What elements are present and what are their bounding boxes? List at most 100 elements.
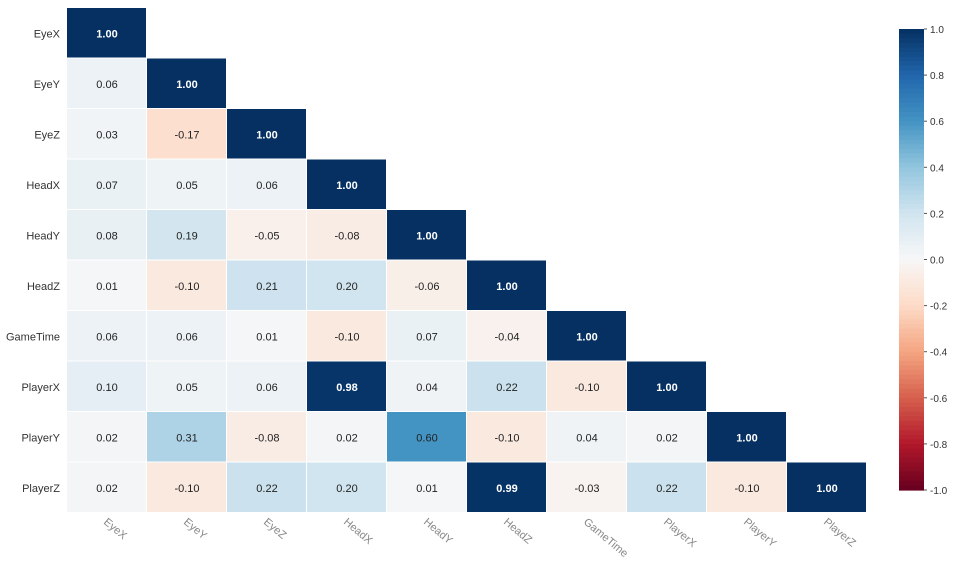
colorbar-segment <box>899 65 924 72</box>
y-label-HeadY: HeadY <box>26 230 60 242</box>
colorbar-segment <box>899 135 924 141</box>
colorbar-segment <box>899 264 924 270</box>
colorbar-segment <box>899 38 924 44</box>
colorbar-segment <box>899 310 924 316</box>
colorbar-segment <box>899 42 924 49</box>
cell-HeadY-EyeZ <box>227 210 306 260</box>
cell-HeadX-EyeZ <box>227 159 306 209</box>
colorbar-segment <box>899 70 924 76</box>
colorbar-segment <box>899 466 924 473</box>
cell-value-PlayerX-HeadZ: 0.22 <box>496 382 517 394</box>
cell-HeadZ-EyeZ <box>227 260 306 310</box>
colorbar-segment <box>899 116 924 122</box>
cell-PlayerZ-GameTime <box>547 462 626 512</box>
colorbar-segment <box>899 448 924 454</box>
colorbar-segment <box>899 93 924 99</box>
cell-value-PlayerZ-EyeY: -0.10 <box>174 483 199 495</box>
colorbar-segment <box>899 158 924 164</box>
cell-value-PlayerZ-EyeX: 0.02 <box>96 483 117 495</box>
cell-EyeZ-EyeY <box>147 109 226 159</box>
y-label-PlayerY: PlayerY <box>21 432 60 444</box>
colorbar-tick-label: 1.0 <box>930 25 944 36</box>
colorbar-segment <box>899 296 924 302</box>
colorbar-segment <box>899 430 924 436</box>
colorbar-segment <box>899 383 924 390</box>
cell-value-PlayerY-PlayerX: 0.02 <box>656 432 677 444</box>
cell-PlayerZ-PlayerY <box>707 462 786 512</box>
cell-GameTime-EyeY <box>147 311 226 361</box>
cell-HeadX-HeadX <box>307 159 386 209</box>
colorbar-segment <box>899 88 924 95</box>
colorbar-segment <box>899 287 924 293</box>
colorbar-segment <box>899 241 924 247</box>
colorbar-segment <box>899 144 924 150</box>
colorbar-segment <box>899 342 924 348</box>
cell-HeadX-EyeY <box>147 159 226 209</box>
cell-PlayerY-EyeY <box>147 412 226 462</box>
colorbar-segment <box>899 176 924 182</box>
x-label-PlayerY: PlayerY <box>741 516 779 550</box>
colorbar-segment <box>899 347 924 353</box>
colorbar-segment <box>899 33 924 39</box>
colorbar-segment <box>899 457 924 463</box>
cell-PlayerZ-HeadZ <box>467 462 546 512</box>
colorbar-segment <box>899 162 924 168</box>
cell-GameTime-EyeX <box>67 311 146 361</box>
cell-EyeX-EyeX <box>67 8 146 58</box>
colorbar-segment <box>899 434 924 440</box>
colorbar-segment <box>899 420 924 427</box>
y-label-PlayerX: PlayerX <box>21 382 60 394</box>
colorbar-segment <box>899 208 924 214</box>
colorbar-segment <box>899 47 924 53</box>
cell-PlayerX-HeadY <box>387 361 466 411</box>
colorbar-segment <box>899 388 924 394</box>
cell-value-HeadY-EyeZ: -0.05 <box>254 230 279 242</box>
cell-value-PlayerZ-EyeZ: 0.22 <box>256 483 277 495</box>
colorbar-segment <box>899 476 924 482</box>
colorbar-segment <box>899 374 924 380</box>
colorbar-segment <box>899 148 924 155</box>
colorbar-segment <box>899 245 924 251</box>
cell-value-PlayerY-HeadX: 0.02 <box>336 432 357 444</box>
cell-EyeZ-EyeZ <box>227 109 306 159</box>
x-label-GameTime: GameTime <box>581 516 630 560</box>
cell-value-HeadX-EyeX: 0.07 <box>96 180 117 192</box>
colorbar-segment <box>899 328 924 334</box>
cell-EyeY-EyeX <box>67 58 146 108</box>
colorbar-segment <box>899 324 924 330</box>
x-label-PlayerX: PlayerX <box>661 516 699 550</box>
cell-value-GameTime-HeadZ: -0.04 <box>494 331 519 343</box>
cell-value-HeadZ-EyeZ: 0.21 <box>256 281 277 293</box>
cell-value-PlayerY-GameTime: 0.04 <box>576 432 597 444</box>
cell-PlayerZ-EyeX <box>67 462 146 512</box>
cell-value-EyeZ-EyeY: -0.17 <box>174 129 199 141</box>
cell-PlayerX-EyeZ <box>227 361 306 411</box>
cell-value-PlayerX-HeadY: 0.04 <box>416 382 437 394</box>
colorbar-segment <box>899 259 924 265</box>
cell-PlayerZ-EyeZ <box>227 462 306 512</box>
cell-HeadZ-EyeY <box>147 260 226 310</box>
colorbar-segment <box>899 333 924 339</box>
cell-value-PlayerX-EyeY: 0.05 <box>176 382 197 394</box>
colorbar-tick-label: -0.2 <box>930 302 948 313</box>
colorbar-tick-label: -0.8 <box>930 440 948 451</box>
cell-value-HeadZ-EyeY: -0.10 <box>174 281 199 293</box>
cell-value-GameTime-EyeZ: 0.01 <box>256 331 277 343</box>
colorbar-segment <box>899 471 924 477</box>
y-label-EyeX: EyeX <box>34 28 61 40</box>
colorbar-segment <box>899 402 924 408</box>
colorbar-segment <box>899 291 924 297</box>
colorbar-segment <box>899 75 924 81</box>
colorbar-segment <box>899 236 924 242</box>
cell-GameTime-HeadX <box>307 311 386 361</box>
cell-HeadZ-HeadZ <box>467 260 546 310</box>
cell-value-HeadY-EyeY: 0.19 <box>176 230 197 242</box>
cell-value-PlayerZ-PlayerX: 0.22 <box>656 483 677 495</box>
cell-value-HeadY-EyeX: 0.08 <box>96 230 117 242</box>
colorbar-segment <box>899 356 924 362</box>
y-label-HeadZ: HeadZ <box>27 281 60 293</box>
colorbar-segment <box>899 416 924 422</box>
x-label-HeadZ: HeadZ <box>501 516 534 547</box>
cell-PlayerY-HeadY <box>387 412 466 462</box>
cell-HeadY-HeadX <box>307 210 386 260</box>
